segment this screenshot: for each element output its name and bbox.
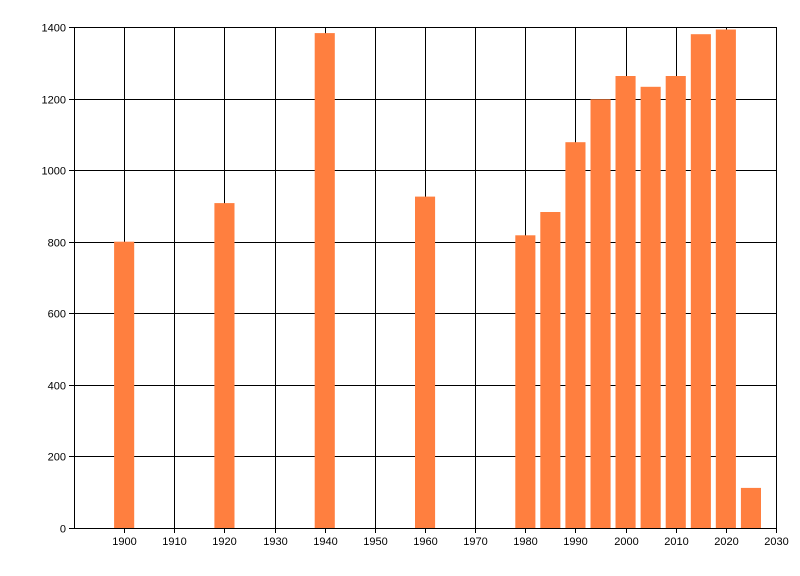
- x-tick-label: 1910: [162, 536, 186, 548]
- axes: [69, 27, 777, 533]
- bar-2010: [665, 76, 686, 528]
- bar-1995: [590, 99, 611, 529]
- x-tick-label: 1930: [263, 536, 287, 548]
- bar-1900: [114, 241, 135, 528]
- x-tick-label: 2020: [714, 536, 738, 548]
- bar-1980: [515, 235, 536, 529]
- y-tick-labels: 0 200 400 600 800 1000 1200 1400: [42, 23, 66, 536]
- x-tick-label: 1960: [413, 536, 437, 548]
- bars-group: [114, 29, 761, 529]
- y-tick-label: 200: [48, 452, 66, 464]
- x-tick-label: 2000: [614, 536, 638, 548]
- bar-2025: [740, 487, 761, 528]
- y-tick-label: 400: [48, 381, 66, 393]
- x-tick-label: 1990: [563, 536, 587, 548]
- bar-2015: [690, 34, 711, 528]
- y-tick-label: 1400: [42, 23, 66, 35]
- y-tick-label: 0: [60, 524, 66, 536]
- x-tick-label: 2010: [664, 536, 688, 548]
- x-tick-labels: 1900 1910 1920 1930 1940 1950 1960 1970 1980 1990…: [112, 536, 788, 548]
- bar-2000: [615, 76, 636, 528]
- x-tick-label: 1900: [112, 536, 136, 548]
- bar-1960: [415, 196, 436, 528]
- bar-2020: [715, 29, 736, 528]
- x-tick-label: 1980: [513, 536, 537, 548]
- y-tick-label: 600: [48, 309, 66, 321]
- y-tick-label: 1200: [42, 95, 66, 107]
- y-tick-label: 800: [48, 238, 66, 250]
- bar-1985: [540, 212, 561, 528]
- x-tick-label: 1950: [363, 536, 387, 548]
- x-tick-label: 1920: [212, 536, 236, 548]
- bar-1920: [214, 203, 235, 528]
- bar-2005: [640, 86, 661, 529]
- x-tick-label: 1970: [463, 536, 487, 548]
- bar-1940: [314, 33, 335, 528]
- y-tick-label: 1000: [42, 166, 66, 178]
- bar-1990: [565, 142, 586, 528]
- x-tick-label: 1940: [313, 536, 337, 548]
- x-tick-label: 2030: [764, 536, 788, 548]
